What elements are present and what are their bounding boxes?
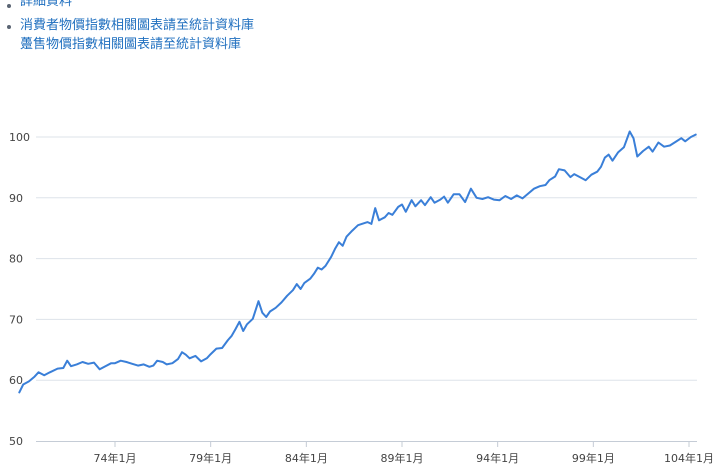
grid-lines — [36, 136, 697, 381]
wpi-database-link[interactable]: 躉售物價指數相關圖表請至統計資料庫 — [20, 37, 242, 52]
bullet-icon — [7, 4, 11, 8]
bullet-icon — [7, 25, 11, 29]
x-tick-label: 104年1月 — [664, 451, 714, 465]
cpi-database-link[interactable]: 消費者物價指數相關圖表請至統計資料庫 — [20, 18, 255, 33]
x-tick-label: 84年1月 — [285, 451, 328, 465]
y-tick-labels: 50 60 70 80 90 100 — [9, 131, 30, 448]
x-tick-label: 89年1月 — [381, 451, 424, 465]
x-tick-label: 74年1月 — [94, 451, 137, 465]
series-line-0 — [18, 130, 697, 394]
x-tick-label: 79年1月 — [189, 451, 232, 465]
related-links: 詳細資料 消費者物價指數相關圖表請至統計資料庫 躉售物價指數相關圖表請至統計資料… — [0, 0, 720, 70]
y-tick-label-60: 60 — [9, 374, 23, 387]
x-tick-label: 99年1月 — [572, 451, 615, 465]
y-tick-label-100: 100 — [9, 131, 30, 144]
series-layer — [18, 130, 697, 394]
detail-data-link[interactable]: 詳細資料 — [20, 0, 73, 9]
y-tick-label-50: 50 — [9, 435, 23, 448]
y-tick-label-80: 80 — [9, 253, 23, 266]
x-axis — [36, 441, 697, 447]
x-tick-labels: 74年1月 79年1月 84年1月 89年1月 94年1月 99年1月 104年1月 — [94, 451, 715, 465]
y-tick-label-70: 70 — [9, 313, 23, 326]
y-tick-label-90: 90 — [9, 192, 23, 205]
x-tick-label: 94年1月 — [476, 451, 519, 465]
